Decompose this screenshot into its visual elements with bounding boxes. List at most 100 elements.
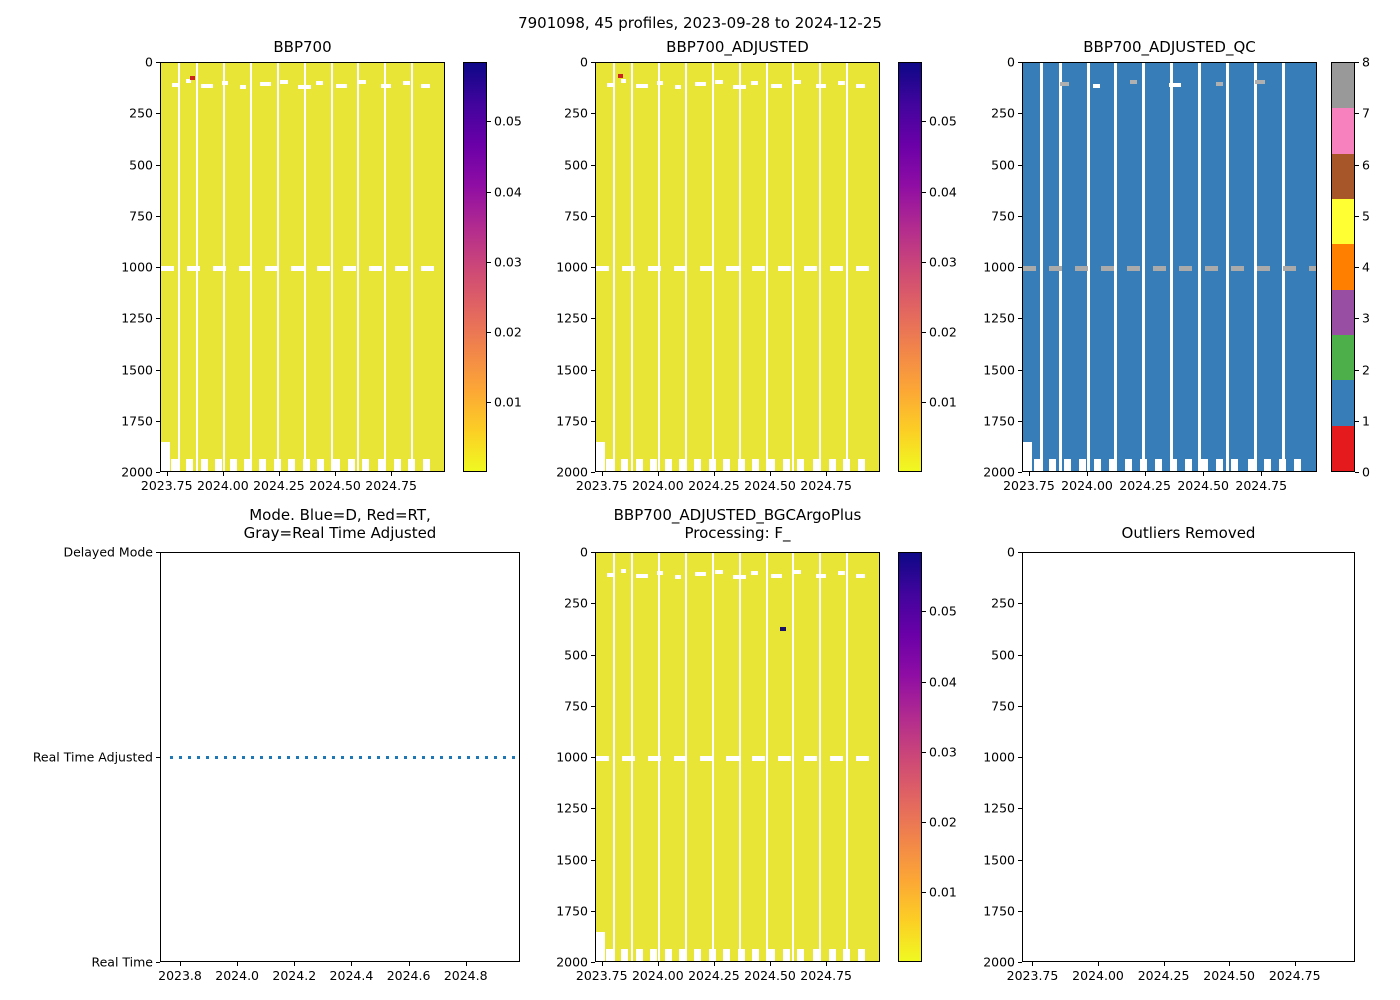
bottom-gap	[606, 459, 614, 471]
y-tick-label: 1250	[556, 310, 588, 326]
x-tick-mark	[713, 472, 715, 476]
x-tick-label: 2024.25	[1119, 478, 1171, 493]
colorbar-tick-label: 0.04	[494, 184, 522, 200]
x-tick-label: 2024.75	[800, 478, 852, 493]
plot-title-mode-line1: Mode. Blue=D, Red=RT,	[249, 506, 431, 524]
plot-title-bbp700: BBP700	[273, 38, 332, 56]
bottom-gap	[1247, 459, 1255, 471]
y-tick-label: 750	[991, 698, 1015, 714]
x-tick-label: 2023.8	[158, 968, 202, 983]
bottom-gap	[422, 459, 430, 471]
plot-mode: 2023.8 2024.0 2024.2 2024.4 2024.6 2024.8 Dela…	[33, 545, 520, 983]
left-bottom-gap	[596, 442, 605, 471]
bottom-gap	[1294, 459, 1302, 471]
x-tick-label: 2024.00	[1061, 478, 1113, 493]
bottom-gap	[782, 949, 790, 961]
missing-data-dash	[358, 79, 367, 84]
colorbar-tick-mark	[487, 331, 491, 333]
y-tick-mark	[156, 369, 160, 371]
missing-data-dash	[1129, 80, 1137, 85]
missing-data-dash	[714, 79, 723, 84]
missing-data-dash	[172, 83, 181, 88]
deep-missing-line	[596, 756, 879, 761]
missing-data-dash	[620, 79, 627, 84]
y-tick-label: 1000	[983, 749, 1015, 765]
deep-missing-line	[1023, 266, 1316, 271]
x-tick-mark	[408, 962, 410, 966]
y-tick-mark	[1018, 164, 1022, 166]
colorbar-tick-mark	[922, 611, 926, 613]
plot-title-bbp700-adjusted: BBP700_ADJUSTED	[666, 38, 809, 56]
y-tick-label: 1000	[121, 259, 153, 275]
y-tick-mark	[591, 420, 595, 422]
bottom-gap	[828, 459, 836, 471]
colorbar-tick-mark	[487, 121, 491, 123]
bottom-gap	[679, 949, 687, 961]
y-tick-label: 500	[991, 157, 1015, 172]
y-tick-label: 500	[991, 647, 1015, 662]
y-tick-label: 1000	[983, 259, 1015, 275]
y-tick-label: 250	[564, 595, 588, 611]
missing-data-dash	[620, 569, 627, 574]
colorbar-tick-label: 0.02	[494, 324, 522, 340]
y-tick-label: Delayed Mode	[63, 544, 153, 560]
y-tick-label: 2000	[556, 954, 588, 970]
missing-data-dash	[780, 627, 787, 632]
x-tick-label: 2024.25	[253, 478, 305, 493]
bottom-gap	[1124, 459, 1132, 471]
x-tick-mark	[391, 472, 393, 476]
bottom-gap	[857, 459, 865, 471]
y-tick-label: 1500	[121, 362, 153, 377]
missing-data-dash	[793, 79, 802, 84]
bottom-gap	[752, 459, 760, 471]
bottom-gap	[215, 459, 223, 471]
colorbar-tick-label: 8	[1362, 54, 1370, 70]
x-tick-label: 2024.25	[688, 968, 740, 983]
bottom-gap	[693, 459, 701, 471]
bottom-gap	[782, 459, 790, 471]
x-tick-label: 2024.25	[688, 478, 740, 493]
y-tick-label: 750	[564, 698, 588, 714]
colorbar-gradient	[463, 62, 487, 472]
missing-data-dash	[838, 570, 846, 575]
y-tick-mark	[591, 318, 595, 320]
x-tick-label: 2024.00	[631, 968, 684, 983]
bottom-gap	[244, 459, 252, 471]
plot-bbp700: 2023.75 2024.00 2024.25 2024.50 2024.75 0 250 5…	[121, 55, 445, 493]
missing-data-dash	[1092, 83, 1100, 88]
missing-data-dash	[239, 85, 247, 90]
y-tick-mark	[591, 215, 595, 217]
bottom-gap	[1278, 459, 1286, 471]
bottom-gap	[857, 949, 865, 961]
y-tick-mark	[1018, 962, 1022, 963]
bottom-gap	[828, 949, 836, 961]
bottom-gap	[258, 459, 266, 471]
x-tick-mark	[770, 962, 772, 966]
y-tick-mark	[1018, 215, 1022, 217]
colorbar-tick-label: 0.05	[494, 113, 522, 129]
plot-bbp700-adjusted-qc: 2023.75 2024.00 2024.25 2024.50 2024.75 0 250 5…	[983, 55, 1317, 493]
y-tick-label: 0	[1007, 54, 1015, 70]
y-tick-label: 1750	[556, 903, 588, 919]
y-tick-mark	[1018, 267, 1022, 268]
colorbar-tick-mark	[1355, 215, 1359, 217]
colorbar-tick-mark	[1355, 267, 1359, 268]
x-tick-mark	[237, 962, 239, 966]
x-tick-label: 2024.0	[215, 968, 260, 983]
colorbar-segment	[1332, 199, 1354, 245]
x-tick-label: 2024.75	[800, 968, 852, 983]
y-tick-mark	[156, 472, 160, 473]
x-tick-label: 2024.6	[386, 968, 431, 983]
bottom-gap	[171, 459, 179, 471]
y-tick-mark	[1018, 910, 1022, 912]
bottom-gap	[229, 459, 237, 471]
missing-data-dash	[838, 80, 846, 85]
bottom-gap	[200, 459, 208, 471]
missing-data-dash	[190, 75, 196, 80]
missing-data-dash	[259, 81, 271, 86]
y-tick-mark	[591, 62, 595, 63]
colorbar-tick-mark	[1355, 420, 1359, 422]
missing-data-dash	[618, 73, 624, 78]
colorbar-bbp700-adjusted: 0.01 0.02 0.03 0.04 0.05	[898, 62, 957, 472]
bottom-gap	[650, 949, 658, 961]
